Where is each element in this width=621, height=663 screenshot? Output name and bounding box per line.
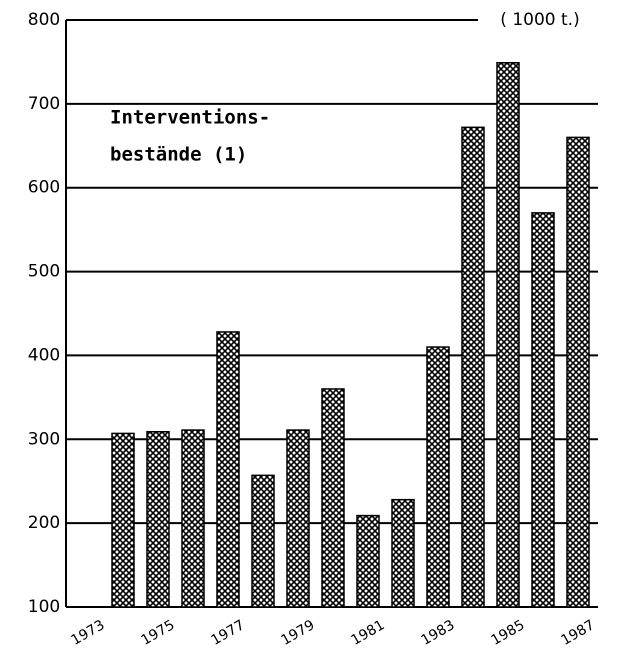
bar (111, 432, 135, 608)
y-tick-label: 100 (28, 597, 60, 617)
annotation: bestände (1) (110, 144, 247, 166)
bar (496, 62, 520, 608)
y-tick-label: 300 (28, 429, 60, 449)
y-tick-label: 600 (28, 178, 60, 198)
bar (286, 429, 310, 608)
y-tick-label: 500 (28, 262, 60, 282)
bar (426, 346, 450, 608)
bar (251, 474, 275, 608)
x-tick-label: 1973 (69, 617, 108, 649)
x-tick-label: 1975 (139, 617, 178, 649)
bar (321, 388, 345, 608)
bar (461, 126, 485, 608)
bar (216, 331, 240, 608)
bar (391, 498, 415, 608)
y-tick-label: 700 (28, 94, 60, 114)
bar (531, 212, 555, 608)
annotation: Interventions- (110, 107, 270, 129)
unit-label: ( 1000 t.) (500, 10, 579, 30)
x-tick-label: 1979 (279, 617, 318, 649)
y-tick-label: 200 (28, 513, 60, 533)
x-tick-label: 1985 (489, 617, 528, 649)
bar (146, 430, 170, 608)
bar (566, 136, 590, 608)
y-tick-label: 400 (28, 345, 60, 365)
x-tick-label: 1983 (419, 617, 458, 649)
bar (181, 429, 205, 608)
x-tick-label: 1987 (559, 617, 598, 649)
bar (356, 514, 380, 608)
y-tick-label: 800 (28, 10, 60, 30)
x-tick-label: 1977 (209, 617, 248, 649)
x-tick-label: 1981 (349, 617, 388, 649)
